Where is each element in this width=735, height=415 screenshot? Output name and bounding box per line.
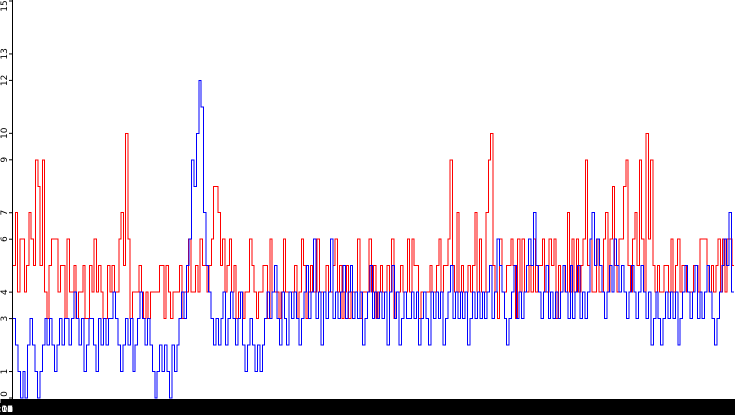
y-tick-label: 10 — [0, 127, 10, 139]
y-tick-label: 4 — [0, 289, 10, 295]
x-tick-label: 14:09 — [0, 405, 13, 415]
x-tick-label: 14:14 — [0, 405, 13, 415]
y-tick-label: 13 — [0, 48, 10, 59]
y-tick-label: 3 — [0, 316, 10, 322]
series-layer — [13, 79, 734, 399]
y-tick-label: 15 — [0, 0, 10, 11]
x-tick-label: 14:04 — [0, 405, 13, 415]
y-tick-label: 7 — [0, 210, 10, 216]
y-tick-label: 9 — [0, 157, 10, 163]
y-tick-label: 1 — [0, 369, 10, 375]
x-tick-label: 14:03 — [0, 405, 13, 415]
y-tick-label: 0 — [0, 391, 10, 397]
x-tick-label: 14:05 — [0, 405, 13, 415]
y-tick-label: 12 — [0, 75, 10, 86]
x-tick-label: 14:08 — [0, 405, 13, 415]
x-tick-label: 14:07 — [0, 405, 13, 415]
x-tick-label: 14:10 — [0, 405, 13, 415]
x-tick-label: 14:06 — [0, 405, 13, 415]
x-axis-ticks: 14:0114:0214:0314:0414:0514:0614:0714:08… — [0, 399, 13, 415]
x-tick-label: 14:12 — [0, 405, 13, 415]
y-tick-label: 6 — [0, 236, 10, 242]
x-tick-label: 14:02 — [0, 405, 13, 415]
x-tick-label: 14:11 — [0, 405, 13, 415]
series-line-2 — [13, 79, 734, 399]
x-tick-label: 14:01 — [0, 405, 13, 415]
x-tick-label: 14:13 — [0, 405, 13, 415]
x-axis-bar — [0, 399, 735, 415]
